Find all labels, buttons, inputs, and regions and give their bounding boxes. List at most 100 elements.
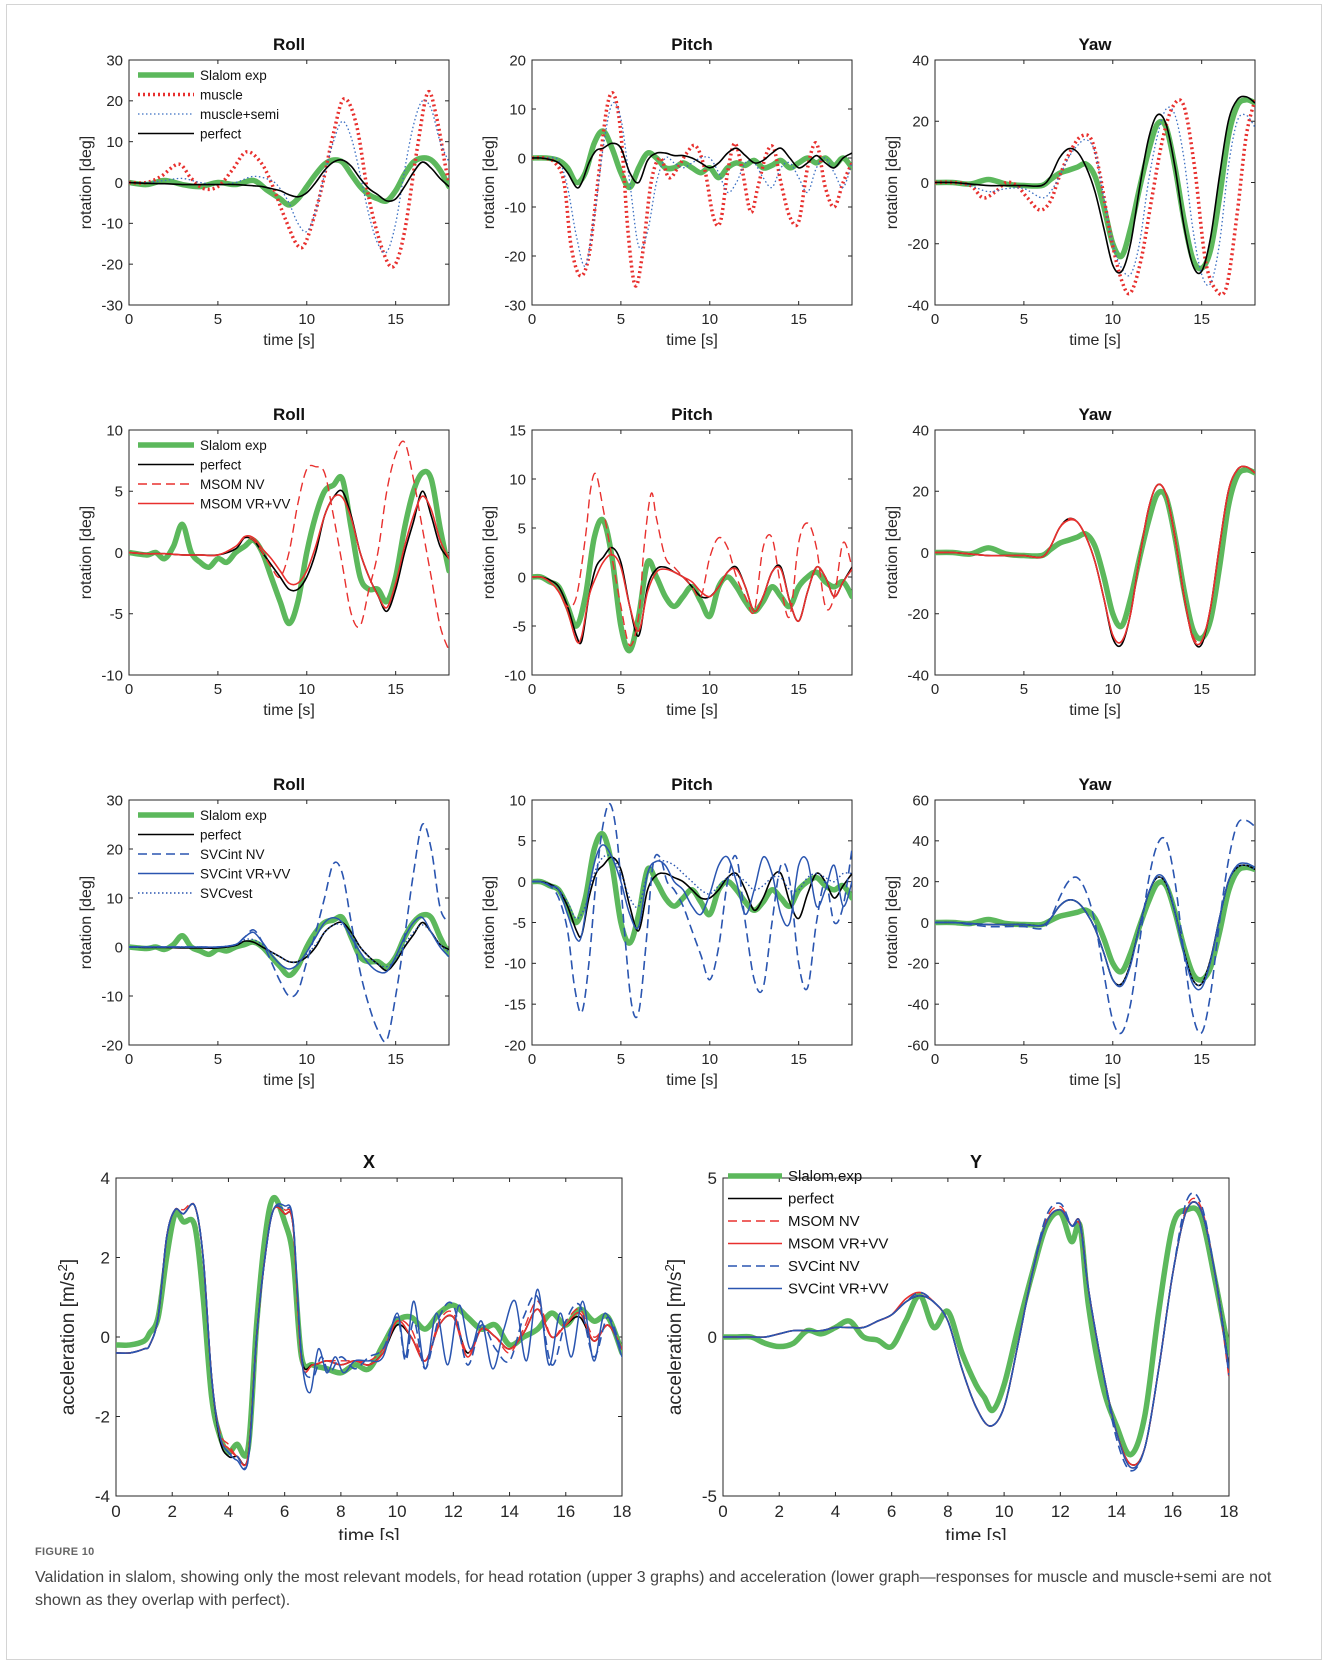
series-group: [935, 465, 1255, 648]
series-line-svcvest: [532, 854, 852, 920]
y-axis-label: rotation [deg]: [78, 506, 95, 599]
y-tick-label: -40: [907, 667, 929, 684]
y-tick-label: 0: [518, 150, 526, 167]
series-line-slalom-exp: [532, 128, 852, 191]
chart-r2-roll: Roll 0 5 10 15 -10 -5 0 5 10 time [s] rotation [deg…: [78, 405, 450, 719]
y-tick-label: -60: [907, 1037, 929, 1054]
legend-label: Slalom exp: [200, 808, 267, 823]
series-line-svcint-vr-vv: [532, 844, 852, 942]
legend-label: perfect: [200, 458, 242, 473]
x-tick-label: 6: [887, 1502, 896, 1521]
y-tick-label: 20: [106, 93, 123, 110]
y-axis-label-end: ]: [58, 1259, 79, 1264]
y-tick-label: 0: [708, 1328, 717, 1347]
x-axis-label: time [s]: [666, 332, 718, 349]
axes-box: [531, 799, 853, 1046]
chart-title: Roll: [273, 775, 305, 794]
x-tick-label: 0: [528, 1051, 536, 1068]
y-tick-label: 5: [708, 1169, 717, 1188]
x-tick-label: 10: [298, 681, 315, 698]
series-group: [116, 1194, 622, 1471]
series-line-slalom-exp: [723, 1205, 1229, 1458]
series-line-msom-vr-vv: [532, 553, 852, 644]
x-tick-label: 12: [444, 1502, 463, 1521]
y-tick-label: 0: [518, 569, 526, 586]
x-tick-label: 0: [528, 311, 536, 328]
y-tick-label: -40: [907, 297, 929, 314]
x-axis-label: time [s]: [263, 332, 315, 349]
x-tick-label: 0: [125, 681, 133, 698]
legend-label: perfect: [788, 1191, 835, 1208]
y-tick-label: 0: [101, 1328, 110, 1347]
y-axis-label: acceleration [m/s2]: [662, 1259, 687, 1415]
series-line-svcint-nv: [116, 1203, 622, 1469]
y-tick-label: -20: [504, 1037, 526, 1054]
x-tick-label: 8: [336, 1502, 345, 1521]
series-line-svcint-nv: [532, 802, 852, 1019]
y-tick-label: 0: [115, 545, 123, 562]
series-line-svcint-vr-vv: [116, 1203, 622, 1471]
x-tick-label: 10: [1104, 1051, 1121, 1068]
chart-title: Pitch: [671, 775, 713, 794]
series-line-perfect: [532, 856, 852, 938]
y-tick-label: 0: [921, 175, 929, 192]
series-group: [935, 818, 1255, 1035]
y-tick-label: 0: [115, 939, 123, 956]
series-line-slalom-exp: [935, 97, 1255, 272]
series-line-msom-nv: [116, 1202, 622, 1467]
legend-label: MSOM VR+VV: [200, 497, 290, 512]
legend-label: perfect: [200, 127, 242, 142]
x-tick-label: 10: [701, 311, 718, 328]
y-tick-label: 60: [912, 792, 929, 809]
series-line-muscle: [129, 89, 449, 269]
y-axis-label-sup: 2: [55, 1264, 70, 1271]
chart-title: Pitch: [671, 35, 713, 54]
series-line-msom-vr-vv: [935, 465, 1255, 646]
chart-title: Yaw: [1078, 775, 1112, 794]
x-tick-label: 5: [617, 681, 625, 698]
x-tick-label: 15: [790, 681, 807, 698]
chart-title: Pitch: [671, 405, 713, 424]
chart-r1-pitch: Pitch 0 5 10 15 -30 -20 -10 0 10 20 time [s] rotatio…: [481, 35, 853, 349]
y-tick-label: 20: [509, 52, 526, 69]
series-line-slalom-exp: [935, 467, 1255, 642]
x-tick-label: 2: [774, 1502, 783, 1521]
y-tick-label: -20: [101, 1037, 123, 1054]
y-tick-label: 10: [509, 792, 526, 809]
legend-label: Slalom exp: [788, 1168, 862, 1185]
y-axis-label: rotation [deg]: [884, 136, 901, 229]
series-line-perfect: [532, 142, 852, 189]
legend: Slalom exp perfect MSOM NV MSOM VR+VV SVCint…: [728, 1168, 888, 1298]
x-tick-label: 14: [1107, 1502, 1126, 1521]
x-axis-label: time [s]: [263, 702, 315, 719]
series-line-svcint-nv: [723, 1192, 1229, 1472]
chart-r3-roll: Roll 0 5 10 15 -20 -10 0 10 20 30 time [s] rotation …: [78, 775, 450, 1089]
y-tick-label: 4: [101, 1169, 110, 1188]
x-axis-label: time [s]: [1069, 332, 1121, 349]
series-line-slalom-exp: [129, 468, 449, 627]
y-tick-label: 0: [921, 915, 929, 932]
series-group: [723, 1192, 1229, 1472]
axes-box: [531, 429, 853, 676]
chart-r3-yaw: Yaw 0 5 10 15 -60 -40 -20 0 20 40 60 time [s] rotatio…: [884, 775, 1256, 1089]
y-tick-label: -5: [513, 915, 526, 932]
chart-r2-pitch: Pitch 0 5 10 15 -10 -5 0 5 10 15 time [s] rotation […: [481, 405, 853, 719]
legend-label: SVCint VR+VV: [788, 1281, 888, 1298]
figure-frame: [6, 4, 1322, 1660]
chart-title: Yaw: [1078, 405, 1112, 424]
x-tick-label: 0: [125, 311, 133, 328]
y-axis-label: rotation [deg]: [78, 876, 95, 969]
x-tick-label: 15: [790, 311, 807, 328]
y-tick-label: 5: [518, 833, 526, 850]
chart-title: Yaw: [1078, 35, 1112, 54]
x-tick-label: 0: [931, 1051, 939, 1068]
series-line-perfect: [116, 1203, 622, 1466]
x-tick-label: 0: [718, 1502, 727, 1521]
x-axis-label: time [s]: [1069, 702, 1121, 719]
y-axis-label: rotation [deg]: [78, 136, 95, 229]
y-axis-label: acceleration [m/s2]: [55, 1259, 80, 1415]
axes-box: [128, 799, 450, 1046]
x-tick-label: 0: [111, 1502, 120, 1521]
y-tick-label: -20: [101, 256, 123, 273]
chart-title: X: [363, 1152, 375, 1172]
